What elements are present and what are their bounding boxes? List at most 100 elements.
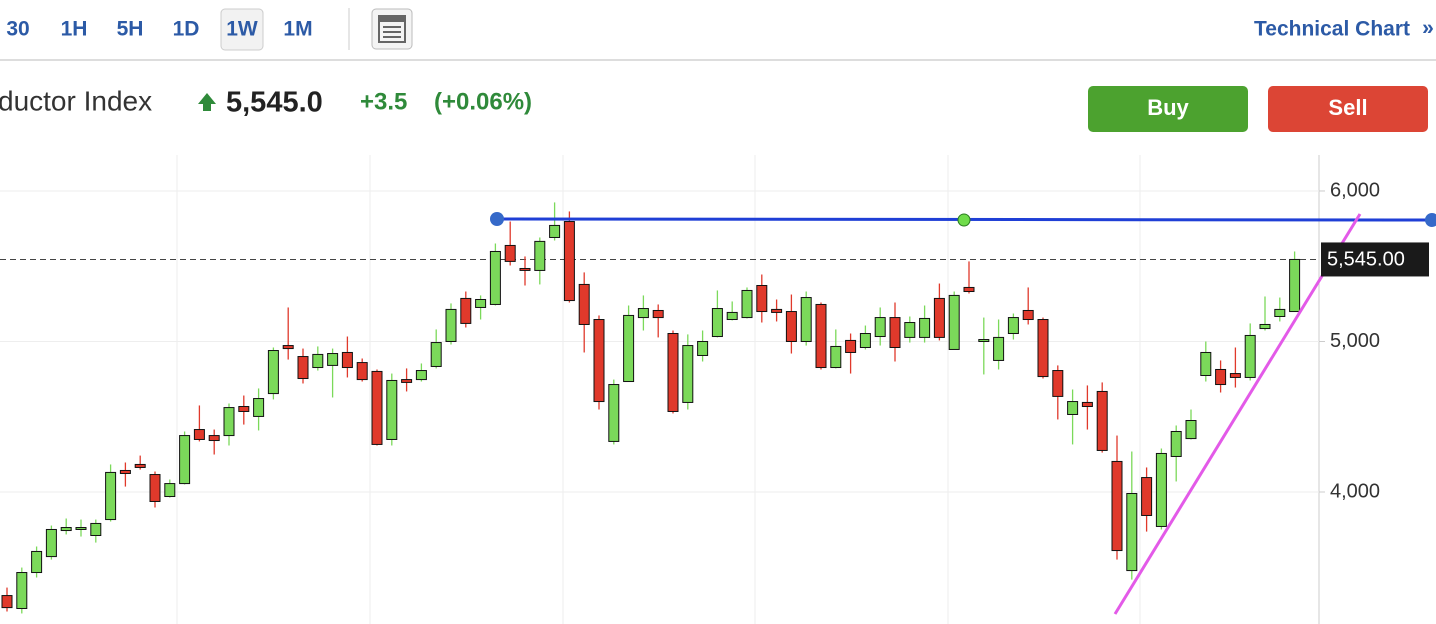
candle-body [1289, 258, 1301, 313]
active-interval-box [220, 8, 264, 51]
buy-button[interactable] [1088, 86, 1248, 132]
line-handle[interactable] [957, 213, 971, 227]
candle-body [415, 370, 427, 381]
buy-label[interactable]: Buy [1147, 95, 1189, 120]
candle-body [534, 240, 546, 271]
candle-body [179, 435, 191, 485]
interval[interactable]: 30 [6, 18, 29, 41]
candle-body [682, 345, 694, 403]
candle-body [933, 297, 945, 338]
candle-body [845, 339, 857, 353]
candle-body [1155, 452, 1167, 527]
candle-body [563, 221, 575, 302]
candle-body [223, 407, 235, 437]
sell-button[interactable] [1268, 86, 1428, 132]
candle-body [726, 311, 738, 321]
candle-body [16, 572, 28, 609]
candle-body [859, 333, 871, 349]
candle-body [637, 308, 649, 319]
candle-body [371, 370, 383, 445]
interval[interactable]: 1D [173, 18, 200, 41]
price: 5,545.0 [226, 87, 323, 119]
candle-body [504, 244, 516, 262]
candle-body [578, 283, 590, 325]
candle-body [489, 250, 501, 305]
candle-body [608, 384, 620, 442]
candle-body [1244, 334, 1256, 378]
sell-label[interactable]: Sell [1328, 95, 1367, 120]
candle-body [45, 528, 57, 558]
candle-body [978, 339, 990, 342]
candle-body [238, 406, 250, 412]
candle-body [1, 595, 13, 609]
candle-body [267, 350, 279, 395]
candle-body [623, 314, 635, 383]
last-price-label: 5,545.00 [1327, 249, 1405, 271]
line-handle[interactable] [490, 212, 504, 226]
link-icon[interactable]: » [1422, 17, 1434, 40]
candle-body [919, 317, 931, 338]
candle-body [1007, 317, 1019, 335]
candle-body [756, 284, 768, 313]
candle-body [149, 474, 161, 502]
y-tick-label: 6,000 [1330, 179, 1380, 201]
line-handle[interactable] [1425, 213, 1436, 227]
candle-body [193, 429, 205, 440]
candle-body [771, 308, 783, 313]
candle-body [253, 398, 265, 417]
candle-body [1141, 477, 1153, 516]
last-price-box [1321, 242, 1429, 277]
candle-body [1200, 351, 1212, 377]
candle-body [312, 353, 324, 369]
candle-body [963, 286, 975, 293]
candle-body [460, 297, 472, 324]
candle-body [134, 463, 146, 468]
change-percent: (+0.06%) [434, 88, 532, 115]
layout-icon[interactable] [371, 8, 413, 50]
candle-body [1081, 401, 1093, 408]
candle-body [1037, 319, 1049, 378]
candle-body [800, 297, 812, 342]
candle-body [297, 356, 309, 380]
candle-body [282, 345, 294, 350]
instrument-name: ductor Index [0, 85, 152, 116]
candle-body [1111, 460, 1123, 552]
candle-body [889, 317, 901, 349]
technical-chart-link[interactable]: Technical Chart [1254, 18, 1410, 41]
candle-body [327, 353, 339, 366]
candle-body [1259, 323, 1271, 330]
candle-body [401, 379, 413, 383]
candle-body [341, 351, 353, 369]
candle-body [1067, 401, 1079, 415]
candle-body [386, 379, 398, 440]
candle-body [75, 527, 87, 530]
candle-body [1096, 390, 1108, 451]
interval[interactable]: 5H [117, 18, 144, 41]
vertical-grid [176, 155, 1141, 624]
candle-body [356, 362, 368, 381]
candle-body [119, 469, 131, 474]
candle-body [741, 289, 753, 319]
interval[interactable]: 1M [283, 18, 312, 41]
candle-body [519, 267, 531, 271]
candle-body [60, 527, 72, 532]
candle-body [667, 333, 679, 412]
candle-body [1229, 373, 1241, 378]
y-tick-label: 5,000 [1330, 330, 1380, 352]
interval[interactable]: 1H [61, 18, 88, 41]
candle-body [904, 322, 916, 338]
candle-body [475, 298, 487, 308]
candle-body [593, 319, 605, 403]
candle-body [1215, 368, 1227, 386]
support-line[interactable] [1113, 213, 1362, 615]
interval[interactable]: 1W [226, 18, 258, 41]
candle-body [697, 340, 709, 356]
candle-body [948, 294, 960, 350]
candle-body [430, 342, 442, 367]
candle-body [874, 317, 886, 338]
candle-body [90, 522, 102, 536]
candle-body [652, 309, 664, 319]
candle-body [785, 311, 797, 342]
candle-body [1185, 420, 1197, 440]
